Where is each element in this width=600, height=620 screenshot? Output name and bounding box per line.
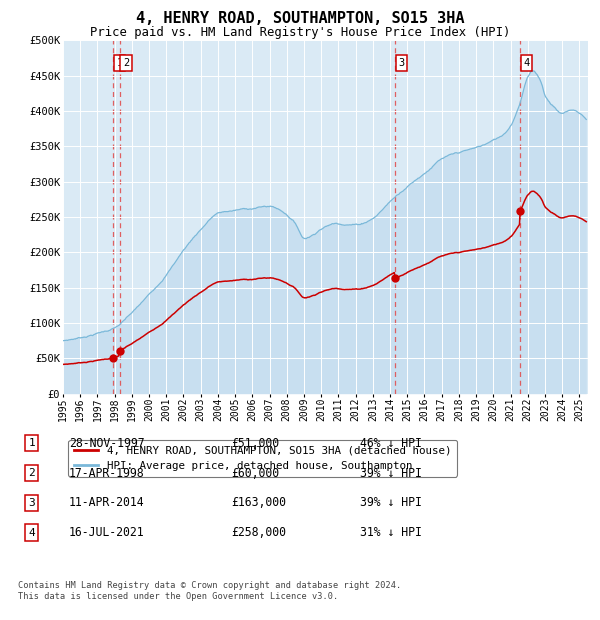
Text: 31% ↓ HPI: 31% ↓ HPI	[360, 526, 422, 539]
Text: £258,000: £258,000	[231, 526, 286, 539]
Text: 4, HENRY ROAD, SOUTHAMPTON, SO15 3HA: 4, HENRY ROAD, SOUTHAMPTON, SO15 3HA	[136, 11, 464, 26]
Text: 17-APR-1998: 17-APR-1998	[69, 467, 145, 479]
Text: £51,000: £51,000	[231, 437, 279, 450]
Legend: 4, HENRY ROAD, SOUTHAMPTON, SO15 3HA (detached house), HPI: Average price, detac: 4, HENRY ROAD, SOUTHAMPTON, SO15 3HA (de…	[68, 440, 457, 477]
Text: 3: 3	[28, 498, 35, 508]
Text: 11-APR-2014: 11-APR-2014	[69, 497, 145, 509]
Text: £163,000: £163,000	[231, 497, 286, 509]
Text: 3: 3	[398, 58, 404, 68]
Text: This data is licensed under the Open Government Licence v3.0.: This data is licensed under the Open Gov…	[18, 592, 338, 601]
Text: Contains HM Land Registry data © Crown copyright and database right 2024.: Contains HM Land Registry data © Crown c…	[18, 581, 401, 590]
Text: 39% ↓ HPI: 39% ↓ HPI	[360, 497, 422, 509]
Text: 4: 4	[28, 528, 35, 538]
Text: 4: 4	[523, 58, 530, 68]
Text: 2: 2	[123, 58, 130, 68]
Text: 1: 1	[116, 58, 123, 68]
Text: 28-NOV-1997: 28-NOV-1997	[69, 437, 145, 450]
Text: 39% ↓ HPI: 39% ↓ HPI	[360, 467, 422, 479]
Text: 1: 1	[28, 438, 35, 448]
Text: 46% ↓ HPI: 46% ↓ HPI	[360, 437, 422, 450]
Text: 2: 2	[28, 468, 35, 478]
Text: £60,000: £60,000	[231, 467, 279, 479]
Text: Price paid vs. HM Land Registry's House Price Index (HPI): Price paid vs. HM Land Registry's House …	[90, 26, 510, 39]
Text: 16-JUL-2021: 16-JUL-2021	[69, 526, 145, 539]
